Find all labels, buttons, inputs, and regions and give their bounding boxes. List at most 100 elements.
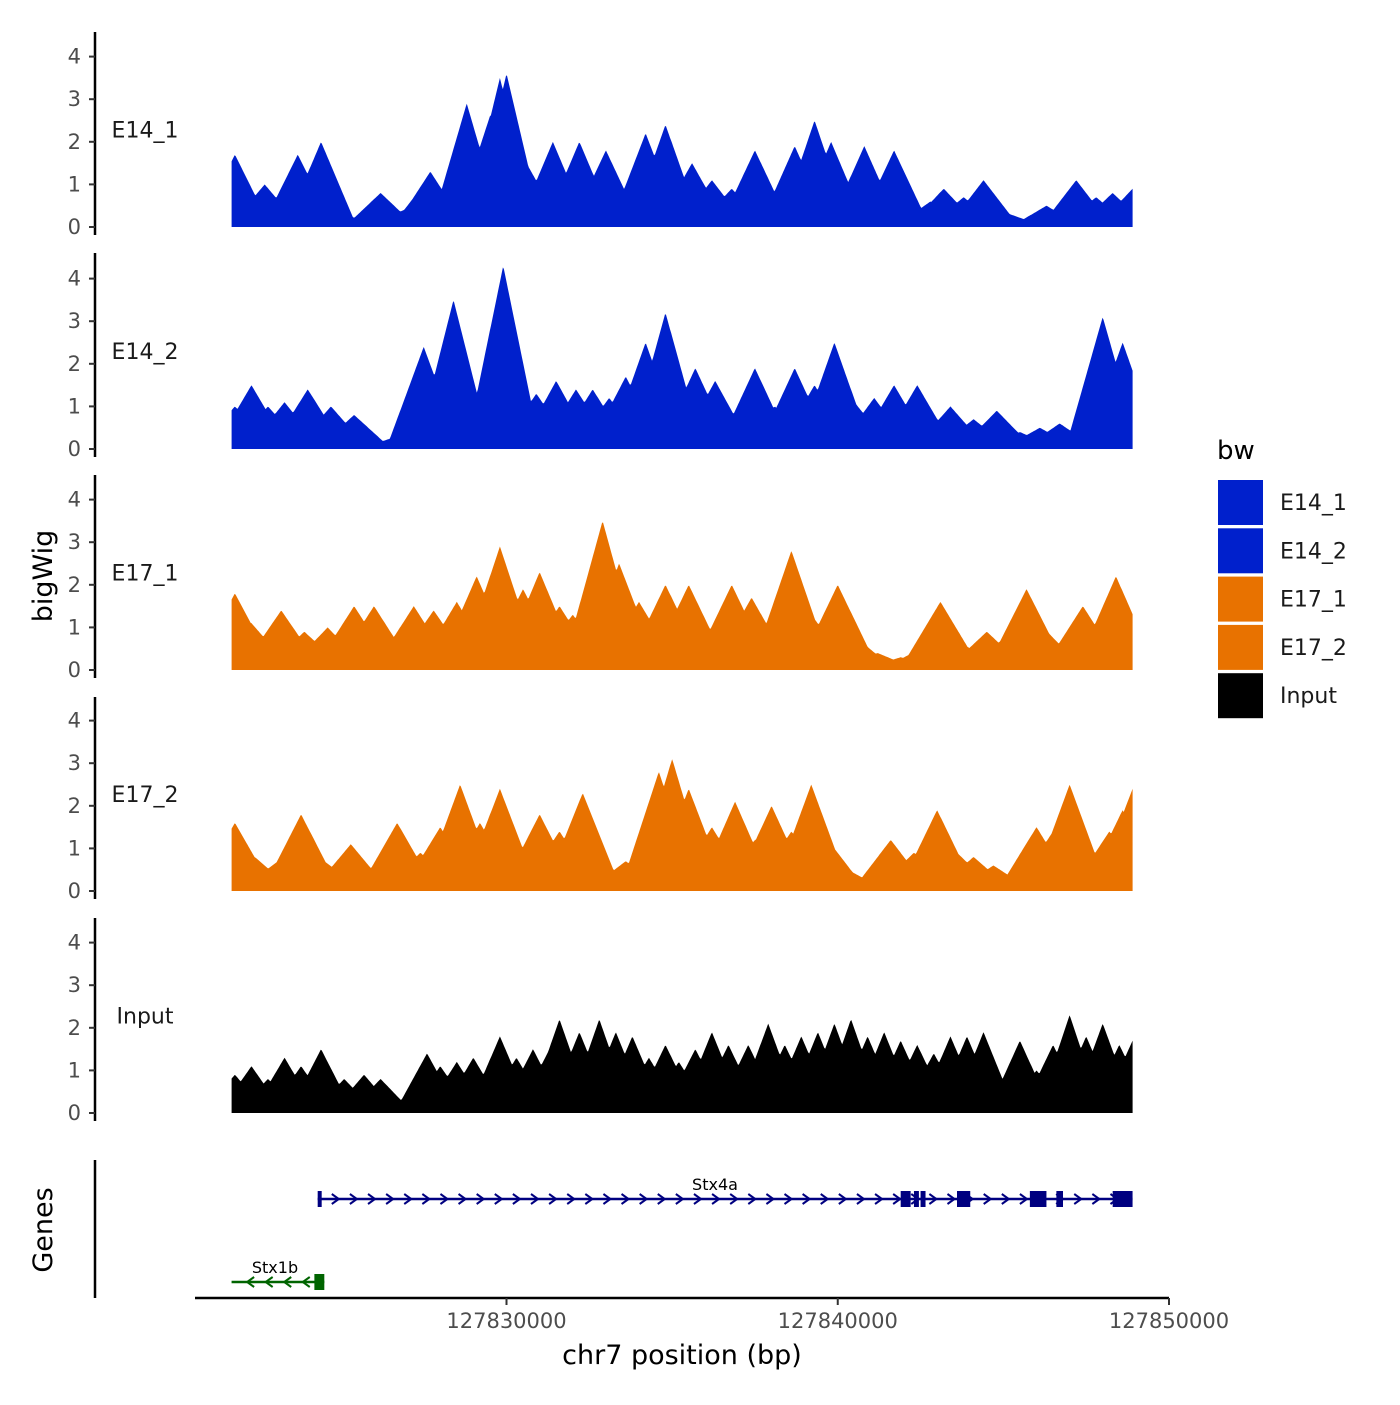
gene-exon	[317, 1191, 322, 1207]
legend-swatch	[1218, 673, 1263, 719]
gene-stx1b: Stx1b	[231, 1258, 325, 1290]
y-tick-label: 3	[68, 309, 81, 333]
y-tick-label: 0	[68, 658, 81, 682]
strand-arrow	[747, 1193, 758, 1205]
legend-label: E14_2	[1280, 539, 1347, 564]
x-tick-label: 127830000	[446, 1309, 566, 1333]
legend-entry-e17-1: E17_1	[1218, 576, 1347, 622]
strand-arrow	[693, 1193, 703, 1205]
strand-arrow	[820, 1193, 830, 1205]
y-axis-title: bigWig	[28, 530, 59, 623]
track-e17-2: 0 1 2 3 4 E17_2	[68, 697, 1133, 903]
strand-arrow	[928, 1193, 939, 1205]
gene-exon	[920, 1191, 926, 1207]
strand-arrow	[282, 1276, 292, 1288]
legend-label: E17_2	[1280, 636, 1347, 661]
strand-arrow	[439, 1193, 450, 1205]
strand-arrow	[301, 1276, 311, 1288]
y-tick-label: 2	[68, 130, 81, 154]
signal-area	[231, 759, 1133, 891]
y-tick-label: 1	[68, 394, 81, 418]
strand-arrow	[729, 1193, 739, 1205]
x-tick-label: 127850000	[1109, 1309, 1229, 1333]
track-label: E17_1	[112, 562, 179, 587]
legend: E14_1 E14_2 E17_1 E17_2 Input	[1218, 480, 1347, 719]
y-tick-label: 1	[68, 172, 81, 196]
strand-arrow	[421, 1193, 432, 1205]
gene-exon	[900, 1191, 911, 1207]
gene-exon	[1112, 1191, 1133, 1207]
gene-exon	[1056, 1191, 1063, 1207]
tracks-layer: 0 1 2 3 4 E14_1 0 1 2 3 4 E14_2 0 1 2 3 4 E17_1 0 1 2 3 4 E17_2…	[68, 32, 1133, 1125]
strand-arrow	[1073, 1193, 1083, 1205]
legend-entry-e14-1: E14_1	[1218, 480, 1347, 525]
legend-label: E14_1	[1280, 491, 1347, 516]
strand-arrow	[657, 1193, 667, 1205]
strand-arrow	[1001, 1193, 1011, 1205]
strand-arrow	[494, 1193, 504, 1205]
strand-arrow	[367, 1193, 377, 1205]
y-tick-label: 4	[68, 488, 81, 512]
track-label: E17_2	[112, 783, 179, 808]
strand-arrow	[1019, 1193, 1029, 1205]
legend-swatch	[1218, 480, 1263, 525]
signal-area	[231, 522, 1133, 670]
gene-exon	[957, 1191, 971, 1207]
strand-arrow	[765, 1193, 776, 1205]
strand-arrow	[263, 1276, 274, 1288]
signal-area	[231, 75, 1133, 227]
strand-arrow	[403, 1193, 413, 1205]
genes-panel: Stx1b Stx4a	[93, 1160, 1133, 1298]
x-axis-title: chr7 position (bp)	[562, 1340, 802, 1371]
legend-entry-e14-2: E14_2	[1218, 528, 1347, 574]
strand-arrow	[548, 1193, 558, 1205]
y-tick-label: 4	[68, 267, 81, 291]
x-axis: 127830000 127840000 127850000	[195, 1296, 1229, 1333]
gene-exon	[913, 1191, 919, 1207]
x-tick-label: 127840000	[778, 1309, 898, 1333]
strand-arrow	[476, 1193, 486, 1205]
y-tick-label: 2	[68, 1016, 81, 1040]
strand-arrow	[566, 1193, 576, 1205]
y-tick-label: 3	[68, 973, 81, 997]
gene-exon	[314, 1274, 325, 1290]
legend-label: E17_1	[1280, 588, 1347, 613]
legend-title: bw	[1217, 436, 1255, 466]
gene-name-label: Stx1b	[252, 1258, 298, 1277]
legend-swatch	[1218, 528, 1263, 574]
track-e14-1: 0 1 2 3 4 E14_1	[68, 32, 1133, 239]
track-label: E14_1	[112, 119, 179, 144]
track-label: E14_2	[112, 340, 179, 365]
strand-arrow	[892, 1193, 902, 1205]
y-tick-label: 0	[68, 1101, 81, 1125]
strand-arrow	[838, 1193, 848, 1205]
y-tick-label: 4	[68, 45, 81, 69]
legend-label: Input	[1280, 684, 1337, 709]
y-tick-label: 0	[68, 437, 81, 461]
gene-exon	[1029, 1191, 1047, 1207]
strand-arrow	[602, 1193, 613, 1205]
track-label: Input	[117, 1005, 174, 1030]
track-e14-2: 0 1 2 3 4 E14_2	[68, 253, 1133, 461]
strand-arrow	[245, 1276, 255, 1288]
y-tick-label: 1	[68, 1058, 81, 1082]
y-tick-label: 4	[68, 709, 81, 733]
gene-name-label: Stx4a	[692, 1175, 738, 1194]
strand-arrow	[530, 1193, 540, 1205]
strand-arrow	[512, 1193, 522, 1205]
y-tick-label: 3	[68, 751, 81, 775]
y-tick-label: 2	[68, 352, 81, 376]
y-tick-label: 1	[68, 836, 81, 860]
strand-arrow	[874, 1193, 884, 1205]
signal-area	[231, 1015, 1133, 1113]
strand-arrow	[802, 1193, 812, 1205]
strand-arrow	[711, 1193, 721, 1205]
strand-arrow	[856, 1193, 866, 1205]
strand-arrow	[457, 1193, 468, 1205]
y-tick-label: 2	[68, 573, 81, 597]
strand-arrow	[639, 1193, 649, 1205]
strand-arrow	[983, 1193, 993, 1205]
track-input: 0 1 2 3 4 Input	[68, 918, 1133, 1125]
